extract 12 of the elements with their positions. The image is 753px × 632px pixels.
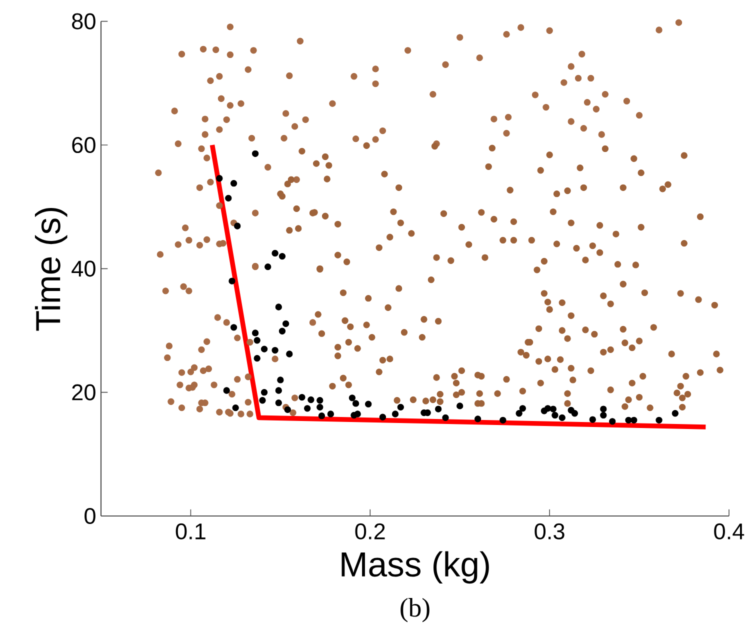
y-axis-title: Time (s): [34, 208, 68, 331]
x-axis-title: Mass (kg): [342, 551, 489, 584]
text: (b): [400, 598, 430, 622]
x-tick-label: 0.2: [355, 523, 385, 540]
x-tick-label: 0.1: [176, 523, 206, 540]
x-tick-label: 0.4: [714, 523, 744, 540]
y-tick-label: 80: [72, 13, 96, 30]
y-tick-label: 60: [72, 136, 96, 154]
y-tick-label: 40: [72, 260, 96, 277]
x-tick-label: 0.3: [534, 523, 564, 540]
y-tick-label: 0: [84, 508, 96, 524]
y-tick-label: 20: [72, 384, 96, 400]
